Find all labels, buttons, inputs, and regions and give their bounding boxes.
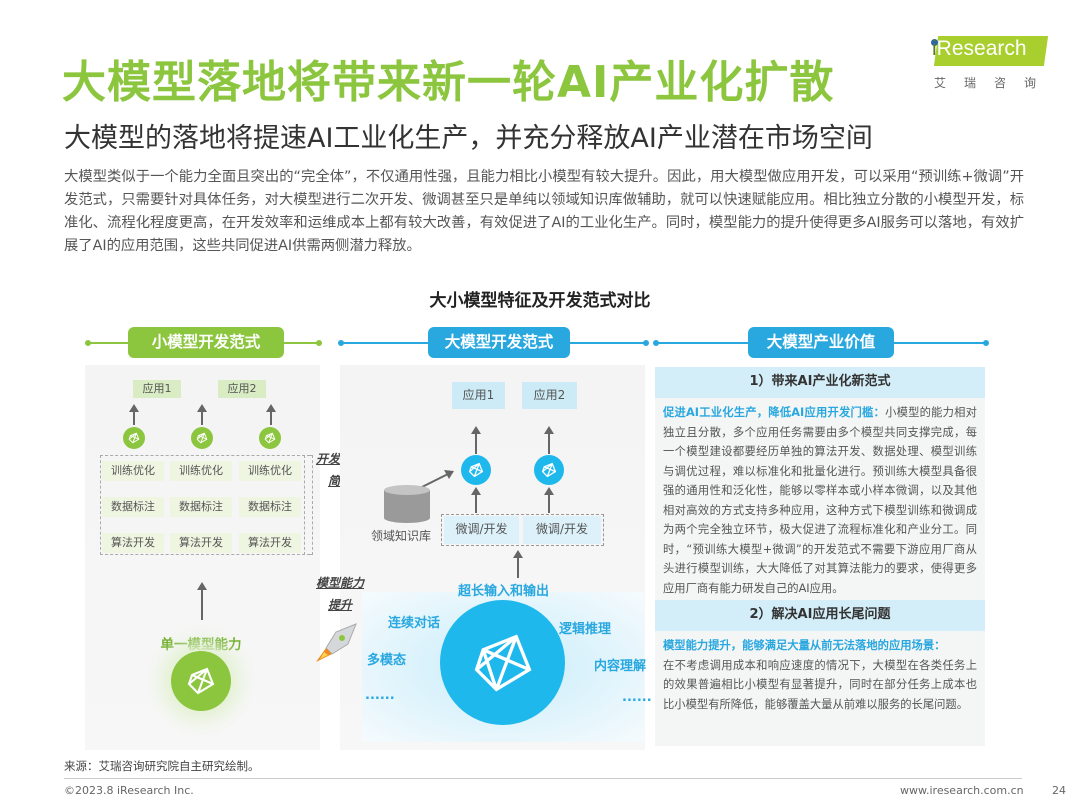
model-icon: [191, 427, 213, 449]
dot: [653, 340, 659, 346]
large-model-icon: [440, 600, 565, 725]
ability-label: 逻辑推理: [559, 622, 612, 637]
value-section-text: 促进AI工业化生产，降低AI应用开发门槛：小模型的能力相对独立且分散，多个应用任…: [655, 398, 985, 600]
pipeline-step: 数据标注: [239, 497, 301, 517]
pipeline-step: 训练优化: [102, 461, 164, 481]
page-title: 大模型落地将带来新一轮AI产业化扩散: [62, 57, 835, 108]
arrow-up-icon: [129, 404, 139, 425]
logo-i: i: [932, 37, 937, 60]
pipeline-step: 算法开发: [102, 533, 164, 553]
pipeline-step: 数据标注: [170, 497, 232, 517]
arrow-up-icon: [266, 404, 276, 425]
value-body: 在不考虑调用成本和响应速度的情况下，大模型在各类任务上的效果普遍相比小模型有显著…: [663, 658, 977, 711]
bracket: [307, 455, 313, 555]
value-lead: 模型能力提升，能够满足大量从前无法落地的应用场景：: [663, 639, 946, 652]
arrow-up-icon: [471, 426, 481, 454]
source-note: 来源：艾瑞咨询研究院自主研究绘制。: [64, 759, 260, 773]
finetune-cell: 微调/开发: [523, 516, 601, 544]
app-box: 应用2: [522, 382, 577, 409]
logo-text: Research: [936, 37, 1027, 60]
value-section-text: 模型能力提升，能够满足大量从前无法落地的应用场景： 在不考虑调用成本和响应速度的情…: [655, 631, 985, 746]
ability-io: 超长输入和输出: [458, 584, 550, 599]
iresearch-logo: iResearch 艾瑞咨询: [928, 36, 1049, 98]
pipeline-step: 算法开发: [239, 533, 301, 553]
dot: [338, 340, 344, 346]
app-box: 应用2: [218, 380, 266, 398]
page-subtitle: 大模型的落地将提速AI工业化生产，并充分释放AI产业潜在市场空间: [64, 123, 873, 154]
finetune-box: [441, 514, 604, 546]
dot: [983, 340, 989, 346]
model-icon: [461, 455, 491, 485]
small-model-header: 小模型开发范式: [128, 327, 284, 358]
intro-paragraph: 大模型类似于一个能力全面且突出的“完全体”，不仅通用性强，且能力相比小模型有较大…: [64, 169, 1024, 254]
arrow-up-icon: [471, 487, 481, 513]
pipeline-step: 算法开发: [170, 533, 232, 553]
ability-label: 内容理解: [594, 659, 647, 674]
model-icon: [259, 427, 281, 449]
pipeline-step: 数据标注: [102, 497, 164, 517]
copyright: ©2023.8 iResearch Inc.: [64, 784, 194, 797]
diagram-title: 大小模型特征及开发范式对比: [429, 291, 651, 311]
app-box: 应用1: [133, 380, 181, 398]
ability-label: 连续对话: [388, 616, 441, 631]
ellipsis: ......: [622, 690, 652, 705]
pipeline-step: 训练优化: [170, 461, 232, 481]
arrow-up-icon: [197, 404, 207, 425]
logo-cn: 艾瑞咨询: [934, 76, 1055, 90]
pipeline-step: 训练优化: [239, 461, 301, 481]
footer-divider: [64, 778, 1022, 779]
page-number: 24: [1052, 784, 1066, 797]
dot: [643, 340, 649, 346]
model-icon: [534, 455, 564, 485]
value-header: 大模型产业价值: [748, 327, 894, 358]
database-icon: [384, 485, 430, 523]
note-upgrade: 模型能力提升: [315, 576, 364, 612]
large-model-header: 大模型开发范式: [428, 327, 570, 358]
ellipsis: ......: [365, 688, 395, 703]
single-capability-label: 单一模型能力: [160, 637, 242, 653]
ability-label: 多模态: [367, 653, 407, 668]
knowledge-base-label: 领域知识库: [371, 529, 432, 543]
rocket-icon: [316, 623, 357, 662]
value-section-title: 2）解决AI应用长尾问题: [655, 600, 985, 631]
arrow-up-icon: [513, 550, 523, 578]
arrow-up-icon: [544, 487, 554, 513]
model-icon: [171, 651, 231, 711]
dot: [85, 340, 91, 346]
finetune-cell: 微调/开发: [444, 516, 519, 544]
dot: [316, 340, 322, 346]
pipeline-box: [100, 455, 305, 555]
website-link[interactable]: www.iresearch.com.cn: [900, 784, 1024, 797]
value-section-title: 1）带来AI产业化新范式: [655, 367, 985, 398]
value-lead: 促进AI工业化生产，降低AI应用开发门槛：: [663, 406, 886, 419]
arrow-up-icon: [544, 426, 554, 454]
value-body: 小模型的能力相对独立且分散，多个应用任务需要由多个模型共同支撑完成，每一个模型建…: [663, 406, 977, 595]
app-box: 应用1: [452, 382, 505, 409]
arrow-up-icon: [197, 582, 207, 620]
model-icon: [123, 427, 145, 449]
